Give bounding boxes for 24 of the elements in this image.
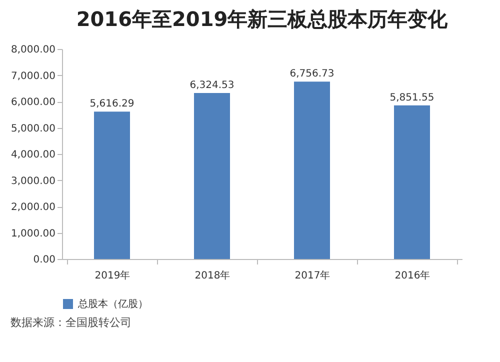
y-tick-label: 8,000.00: [10, 44, 56, 56]
legend-label: 总股本（亿股）: [77, 298, 148, 310]
y-tick-label: 4,000.00: [10, 150, 56, 160]
bar: [194, 92, 230, 259]
text: 5,851.55: [390, 92, 434, 104]
text: 5,616.29: [90, 98, 134, 110]
y-tick-label: 5,000.00: [10, 123, 56, 134]
y-tick-label: 1,000.00: [10, 228, 56, 240]
bar: [94, 112, 130, 259]
x-tick-label: 2019年: [94, 270, 130, 282]
x-tick-label: 2018年: [194, 270, 230, 282]
bar: [394, 105, 430, 259]
y-tick-label: 3,000.00: [10, 176, 56, 187]
x-tick-label: 2016年: [394, 270, 430, 282]
chart-title: 2016年至2019年新三板总股本历年变化: [76, 7, 449, 31]
source-note: 数据来源：全国股转公司: [10, 316, 132, 329]
y-tick-label: 7,000.00: [10, 70, 56, 82]
bar: [294, 82, 330, 259]
y-tick-label: 6,000.00: [10, 97, 56, 108]
y-tick-label: 0.00: [33, 254, 56, 266]
y-tick-label: 2,000.00: [10, 202, 56, 213]
text: 6,756.73: [290, 68, 334, 80]
text: 6,324.53: [190, 80, 234, 91]
x-tick-label: 2017年: [294, 270, 330, 282]
